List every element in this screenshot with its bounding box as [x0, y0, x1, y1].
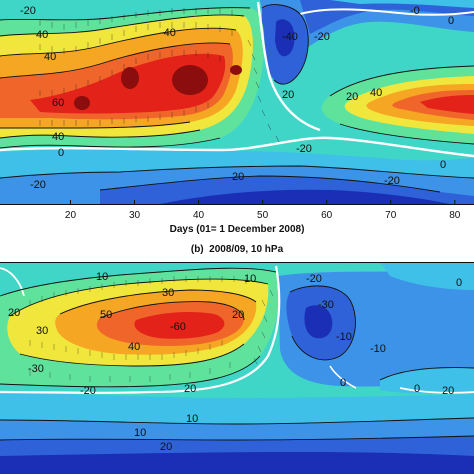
top-contour-label: -20: [20, 5, 36, 17]
bottom-band-deepblue-lower: [0, 452, 474, 474]
top-jet-max-c: [74, 96, 90, 110]
bottom-contour-lines: [0, 267, 474, 441]
top-contour-label: 40: [36, 29, 48, 41]
bottom-contour-label: 10: [244, 273, 256, 285]
top-contour-label: -20: [384, 175, 400, 187]
bottom-contour-label: 20: [160, 441, 172, 453]
top-contour-label: 0: [440, 159, 446, 171]
top-contour-label: 40: [52, 131, 64, 143]
bottom-contour-label: -10: [336, 331, 352, 343]
bottom-contour-label: 10: [96, 271, 108, 283]
top-contour-label: -40: [282, 31, 298, 43]
bottom-panel-title: (b) 2008/09, 10 hPa: [191, 244, 284, 255]
top-contour-label: 20: [232, 171, 244, 183]
bottom-stippling: [29, 276, 274, 382]
bottom-contour-label: 50: [100, 309, 112, 321]
bottom-contour-label: -20: [306, 273, 322, 285]
bottom-contour-label: 30: [36, 325, 48, 337]
bottom-contour-label: 0: [456, 277, 462, 289]
x-tick-label: 20: [65, 210, 77, 221]
bottom-contour-label: -30: [28, 363, 44, 375]
bottom-contour-label: 10: [186, 413, 198, 425]
top-x-axis: 20 30 40 50 60 70 80 Days (01= 1 December 2008…: [0, 200, 474, 235]
top-band-deepblue-lower: [160, 189, 450, 204]
top-contour-label: -0: [410, 5, 420, 17]
bottom-right-cyan-patch: [380, 367, 474, 394]
bottom-contour-label: 0: [340, 377, 346, 389]
bottom-contour-label: 10: [134, 427, 146, 439]
bottom-contour-label: 40: [128, 341, 140, 353]
bottom-zero-contour-c: [399, 387, 474, 394]
bottom-jet-red: [134, 312, 225, 339]
top-contour-label: -20: [30, 179, 46, 191]
top-contour-label: 0: [58, 147, 64, 159]
bottom-contour-label: -10: [370, 343, 386, 355]
bottom-contour-label: -20: [80, 385, 96, 397]
x-tick-label: 80: [449, 210, 461, 221]
bottom-contour-labels: 10 30 20 50 -60 30 -30 40 20 10 -20 -30 …: [8, 271, 462, 453]
x-tick-label: 60: [321, 210, 333, 221]
top-contour-label: -20: [296, 143, 312, 155]
top-panel: 40 -20 -40 -40 -20 -0 20 40 20 40 60 40 …: [0, 0, 474, 204]
bottom-zero-contour-b: [0, 267, 25, 297]
top-jet-max-b: [121, 67, 139, 89]
top-x-axis-label: Days (01= 1 December 2008): [170, 224, 305, 235]
x-tick-label: 40: [193, 210, 205, 221]
top-recovery-red: [420, 95, 474, 114]
bottom-panel: 10 30 20 50 -60 30 -30 40 20 10 -20 -30 …: [0, 262, 474, 474]
x-tick-label: 50: [257, 210, 269, 221]
bottom-contour-label: -30: [318, 299, 334, 311]
bottom-contour-label: 20: [442, 385, 454, 397]
top-contour-label: -20: [314, 31, 330, 43]
top-zero-contour-b: [256, 1, 321, 132]
top-jet-max-d: [230, 65, 242, 75]
top-contour-label: 60: [52, 97, 64, 109]
bottom-contour-label: 20: [184, 383, 196, 395]
top-upper-right-cyan: [330, 0, 474, 8]
top-contour-label: 40: [44, 51, 56, 63]
top-contour-label: 20: [346, 91, 358, 103]
bottom-right-deepblue: [304, 305, 333, 339]
top-zero-contour-c: [299, 8, 474, 16]
x-tick-label: 70: [385, 210, 397, 221]
top-contour-lines: [0, 4, 474, 193]
top-jet-max-a: [172, 65, 208, 95]
top-contour-label: -40: [160, 27, 176, 39]
bottom-contour-label: 30: [162, 287, 174, 299]
top-contour-label: 40: [370, 87, 382, 99]
bottom-contour-label: -60: [170, 321, 186, 333]
bottom-contour-label: 0: [414, 383, 420, 395]
x-tick-label: 30: [129, 210, 141, 221]
top-x-ticks: 20 30 40 50 60 70 80: [65, 200, 461, 221]
top-easterly-core-deepblue: [275, 19, 295, 57]
top-contour-label: 0: [448, 15, 454, 27]
top-zero-contour-a: [0, 136, 474, 158]
bottom-zero-contour-a: [0, 265, 281, 394]
top-stippling: [39, 8, 280, 143]
bottom-contour-label: 20: [232, 309, 244, 321]
bottom-right-cyan-top: [380, 262, 474, 290]
top-contour-label: 20: [282, 89, 294, 101]
bottom-zero-contour-d: [329, 365, 357, 389]
top-contour-labels: 40 -20 -40 -40 -20 -0 20 40 20 40 60 40 …: [20, 5, 454, 191]
bottom-contour-label: 20: [8, 307, 20, 319]
